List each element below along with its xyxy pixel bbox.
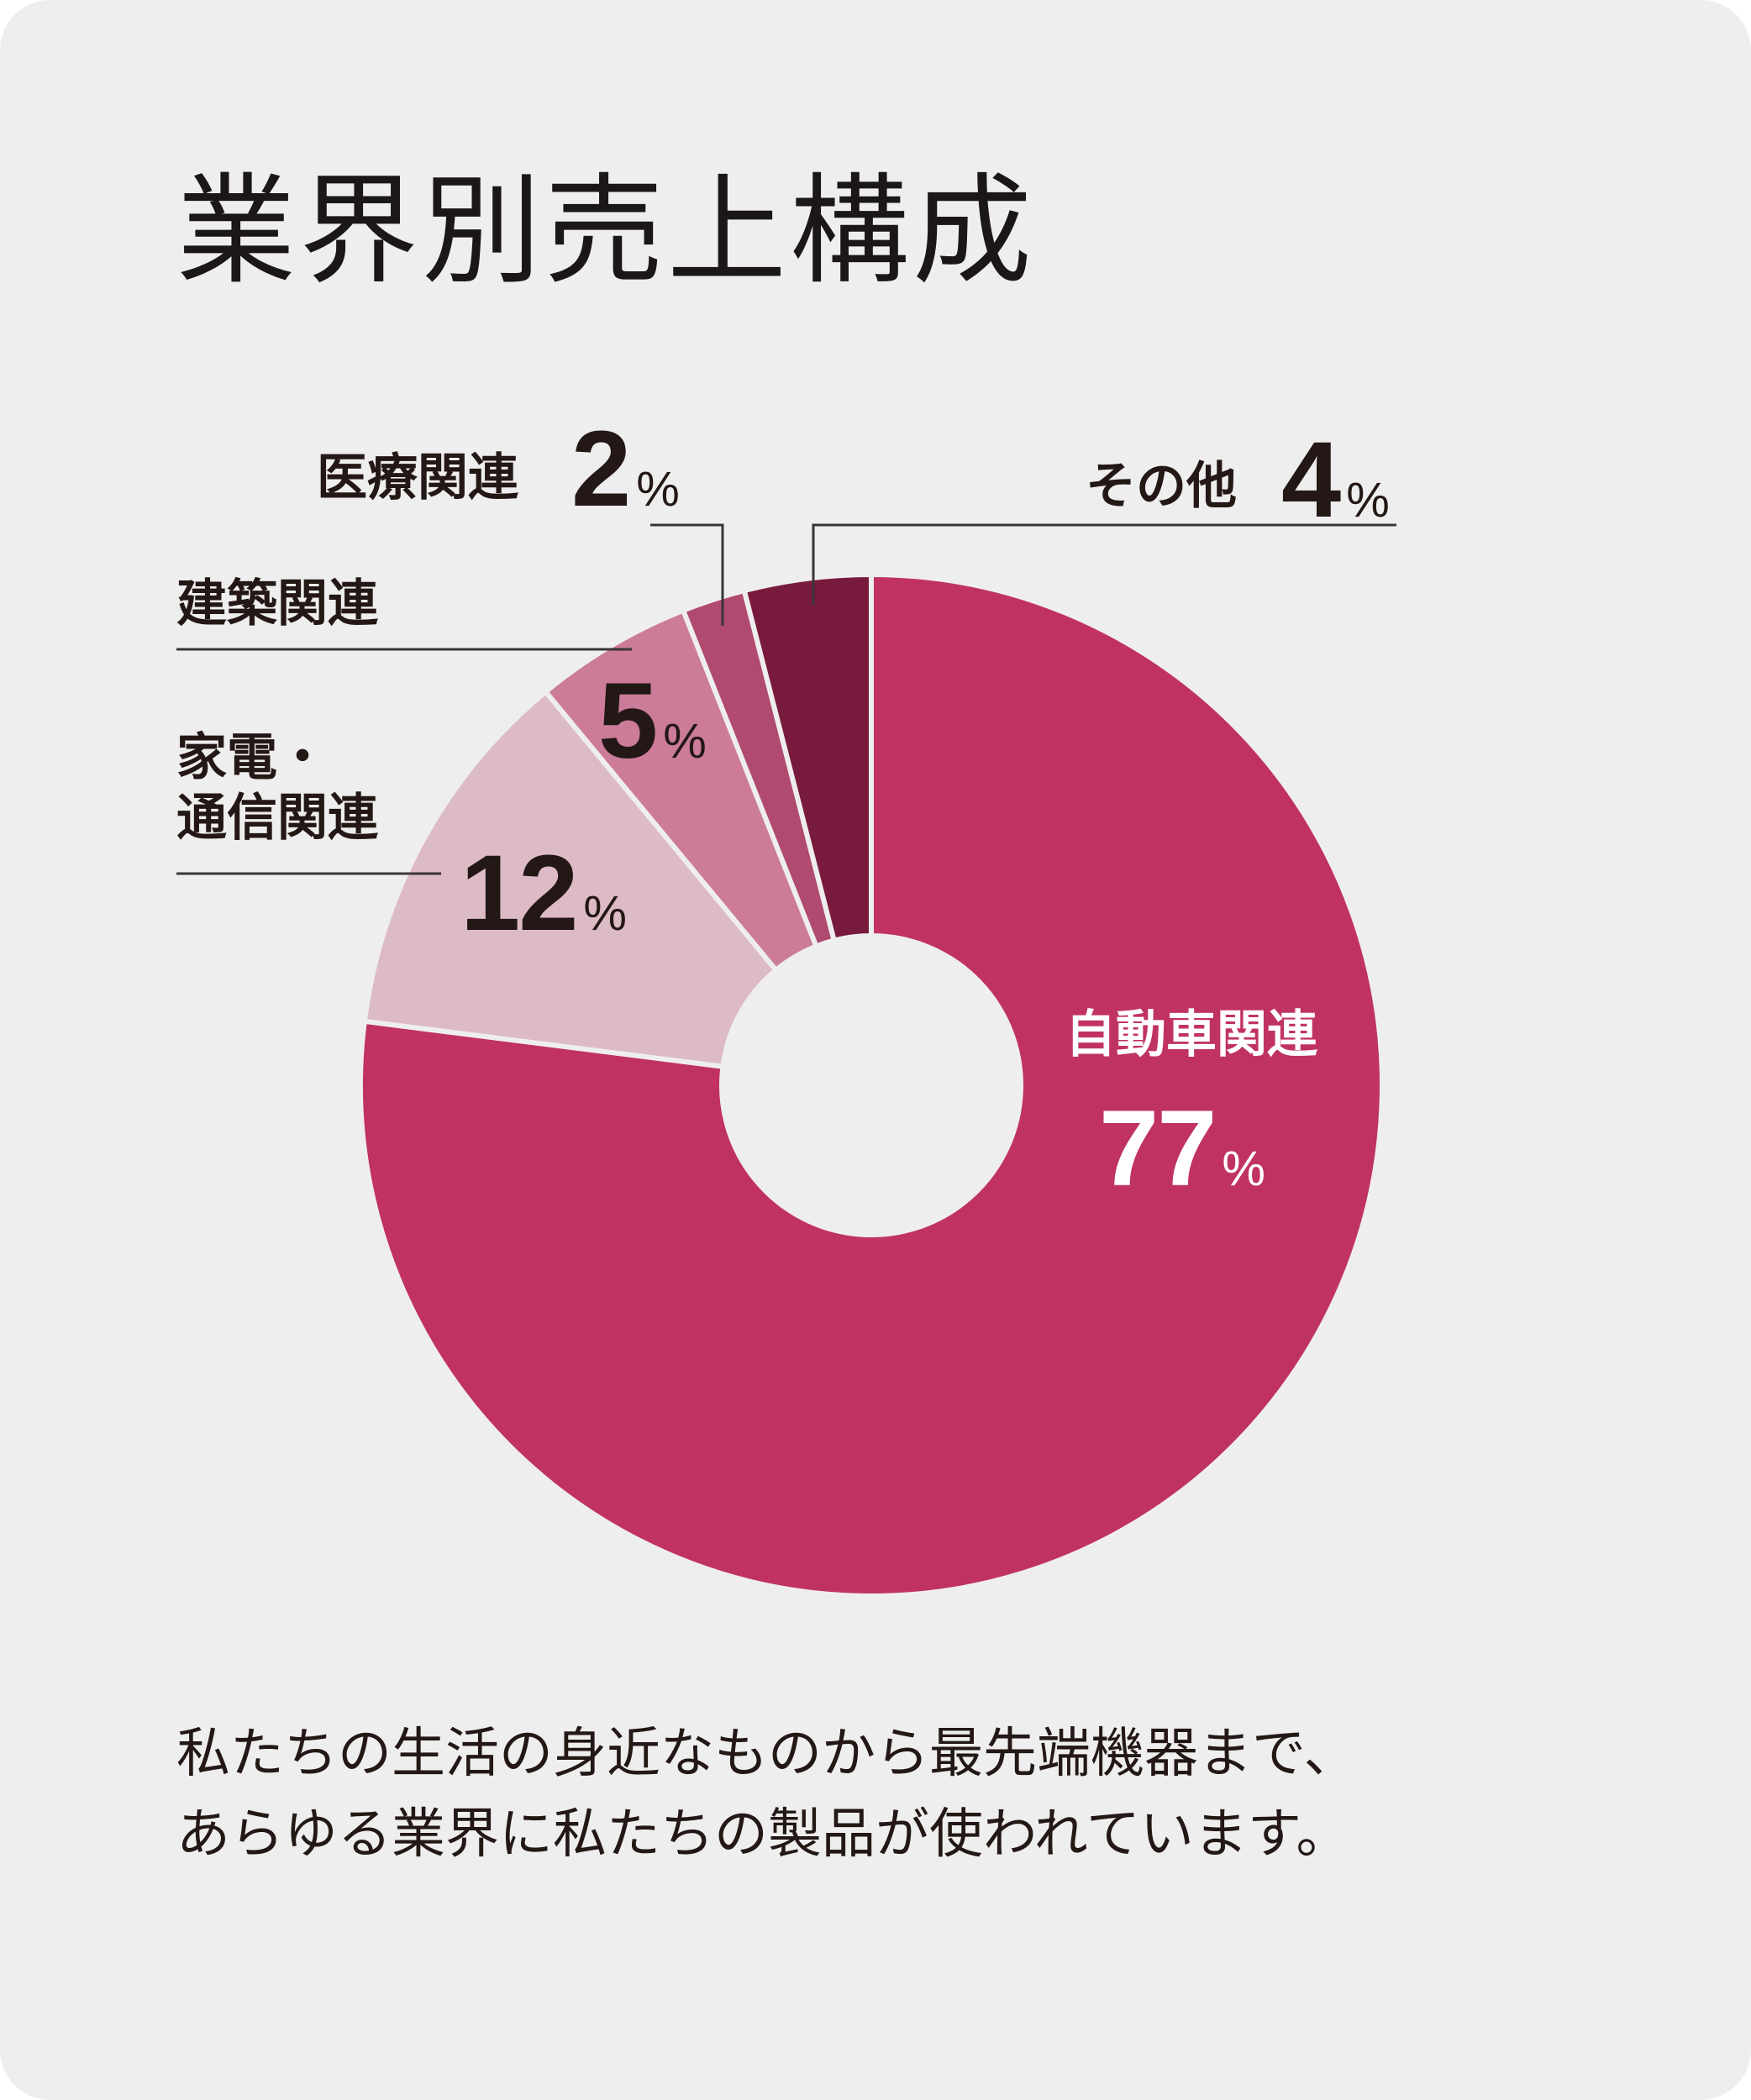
slice-group xyxy=(358,572,1385,1599)
percent-label-auto: 77% xyxy=(1099,1095,1265,1203)
category-label-appliance-line1: 家電・ xyxy=(176,728,328,787)
percent-value-medical: 2 xyxy=(571,409,631,529)
chart-title: 業界別売上構成 xyxy=(176,162,1035,301)
percent-label-appliance: 12% xyxy=(460,840,627,948)
percent-unit-medical: % xyxy=(636,462,680,517)
caption: 私たちの生活の身近なものから最先端機器まで、 あらゆる業界に私たちの製品が使われ… xyxy=(176,1714,1605,1875)
percent-value-construction: 5 xyxy=(598,661,658,781)
percent-unit-construction: % xyxy=(663,714,707,769)
leader-line-medical xyxy=(650,523,724,626)
caption-line-2: あらゆる業界に私たちの製品が使われています。 xyxy=(176,1803,1350,1866)
percent-value-other: 4 xyxy=(1281,420,1341,540)
category-label-medical: 医療関連 xyxy=(317,449,518,507)
caption-line-1: 私たちの生活の身近なものから最先端機器まで、 xyxy=(176,1723,1358,1785)
leader-line-other xyxy=(812,523,1396,605)
leader-lines xyxy=(176,523,1396,875)
percent-label-medical: 2% xyxy=(571,416,680,523)
percent-unit-auto: % xyxy=(1222,1142,1265,1196)
percent-value-auto: 77 xyxy=(1099,1089,1217,1209)
percent-label-other: 4% xyxy=(1281,427,1390,534)
percent-value-appliance: 12 xyxy=(460,833,578,953)
donut-slice-appliance xyxy=(361,689,779,1069)
percent-unit-other: % xyxy=(1346,473,1390,528)
category-label-appliance-line2: 通信関連 xyxy=(176,789,378,848)
donut-slice-other xyxy=(741,572,874,943)
percent-unit-appliance: % xyxy=(583,886,627,941)
percent-label-construction: 5% xyxy=(598,668,707,775)
category-label-appliance: 家電・ 通信関連 xyxy=(176,727,378,848)
category-label-other: その他 xyxy=(1086,457,1237,516)
donut-slice-auto xyxy=(358,572,1385,1599)
category-label-auto: 自動車関連 xyxy=(1065,1005,1317,1064)
category-label-construction: 建築関連 xyxy=(176,575,378,633)
